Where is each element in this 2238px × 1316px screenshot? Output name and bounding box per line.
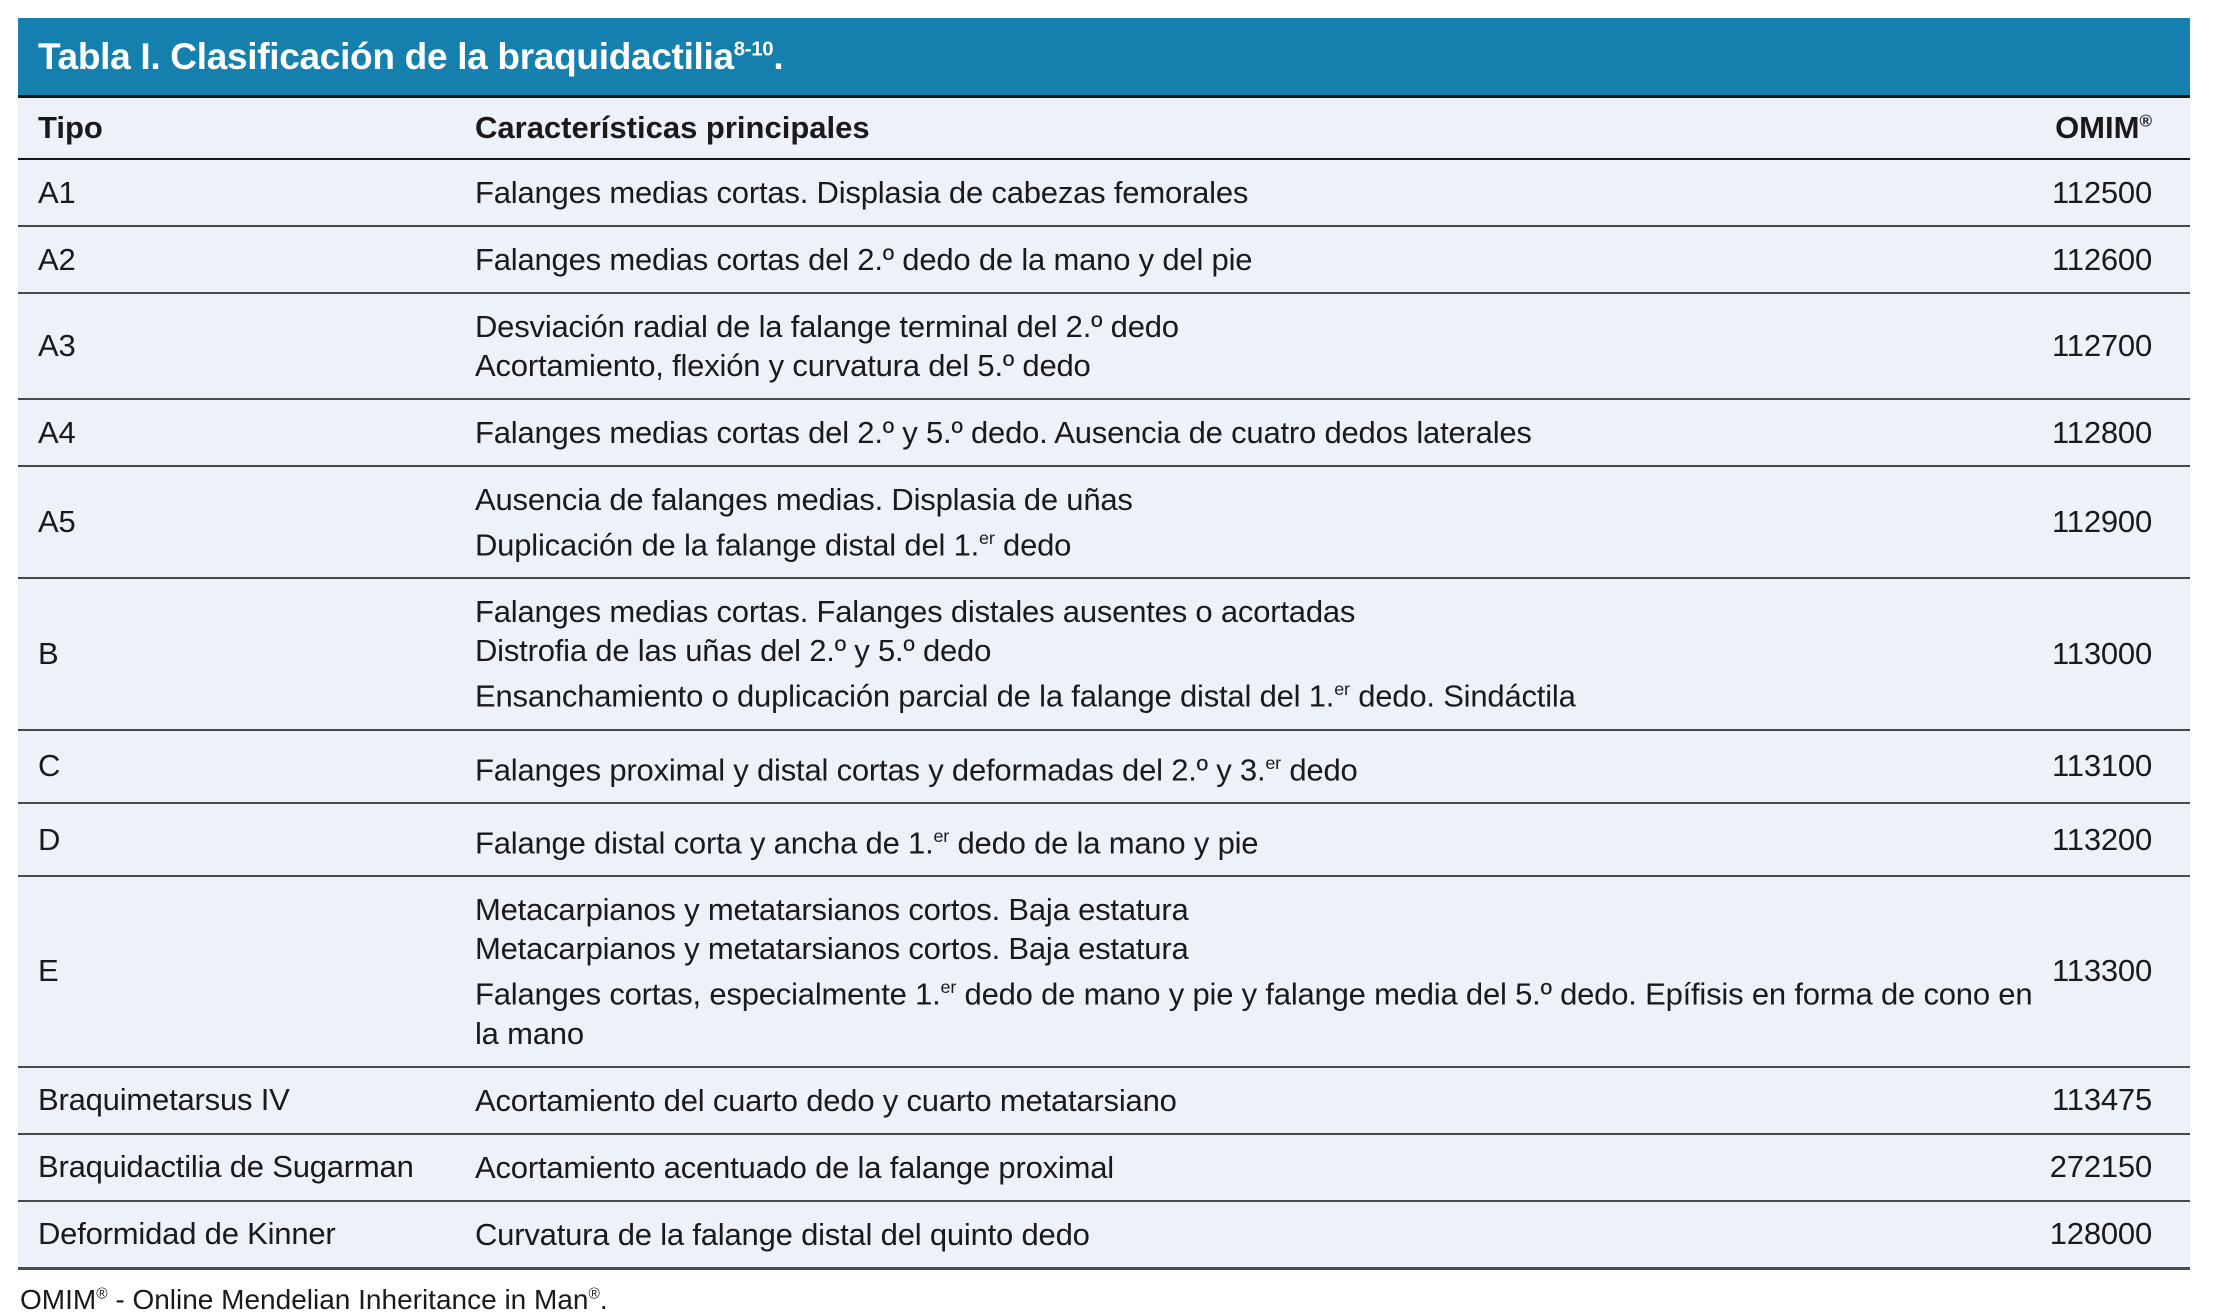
characteristic-line: Distrofia de las uñas del 2.º y 5.º dedo bbox=[475, 633, 992, 669]
table-header-row: Tipo Características principales OMIM® bbox=[18, 98, 2190, 160]
caracteristicas-cell: Falanges medias cortas del 2.º y 5.º ded… bbox=[475, 413, 2040, 452]
tipo-cell: A4 bbox=[38, 414, 76, 450]
characteristic-line: Metacarpianos y metatarsianos cortos. Ba… bbox=[475, 931, 1189, 967]
table-row: Braquidactilia de Sugarman Acortamiento … bbox=[18, 1134, 2190, 1202]
characteristic-line: Acortamiento, flexión y curvatura del 5.… bbox=[475, 348, 1091, 383]
classification-table: Tabla I. Clasificación de la braquidacti… bbox=[18, 18, 2190, 1270]
caracteristicas-cell: Falanges medias cortas. Displasia de cab… bbox=[475, 173, 2040, 212]
caracteristicas-cell: Metacarpianos y metatarsianos cortos. Ba… bbox=[475, 890, 2040, 1052]
tipo-cell: D bbox=[38, 821, 61, 857]
omim-cell: 113000 bbox=[2052, 635, 2152, 671]
characteristic-line: Falanges medias cortas. Falanges distale… bbox=[475, 594, 1356, 630]
table-footnote: OMIM® - Online Mendelian Inheritance in … bbox=[18, 1284, 608, 1316]
column-header-caracteristicas: Características principales bbox=[475, 110, 870, 145]
characteristic-line: Ensanchamiento o duplicación parcial de … bbox=[475, 678, 1576, 714]
caracteristicas-cell: Acortamiento del cuarto dedo y cuarto me… bbox=[475, 1081, 2040, 1120]
characteristic-line: Desviación radial de la falange terminal… bbox=[475, 309, 1179, 344]
characteristic-line: Falange distal corta y ancha de 1.er ded… bbox=[475, 825, 1259, 861]
omim-cell: 113300 bbox=[2052, 953, 2152, 989]
table-body: A1 Falanges medias cortas. Displasia de … bbox=[18, 160, 2190, 1270]
tipo-cell: Braquimetarsus IV bbox=[38, 1082, 290, 1118]
caracteristicas-cell: Ausencia de falanges medias. Displasia d… bbox=[475, 480, 2040, 564]
omim-cell: 112600 bbox=[2052, 241, 2152, 277]
tipo-cell: A5 bbox=[38, 504, 76, 540]
table-row: C Falanges proximal y distal cortas y de… bbox=[18, 730, 2190, 804]
characteristic-line: Falanges medias cortas del 2.º y 5.º ded… bbox=[475, 415, 1532, 450]
tipo-cell: B bbox=[38, 635, 59, 671]
characteristic-line: Acortamiento del cuarto dedo y cuarto me… bbox=[475, 1082, 1177, 1118]
characteristic-line: Ausencia de falanges medias. Displasia d… bbox=[475, 482, 1133, 517]
tipo-cell: A1 bbox=[38, 174, 76, 210]
table-row: D Falange distal corta y ancha de 1.er d… bbox=[18, 803, 2190, 878]
table-row: A5 Ausencia de falanges medias. Displasi… bbox=[18, 467, 2190, 580]
omim-header-text: OMIM bbox=[2055, 110, 2140, 145]
table-title: Tabla I. Clasificación de la braquidacti… bbox=[38, 35, 784, 78]
table-row: Deformidad de Kinner Curvatura de la fal… bbox=[18, 1201, 2190, 1270]
omim-cell: 113100 bbox=[2052, 748, 2152, 784]
tipo-cell: A2 bbox=[38, 241, 76, 277]
column-header-omim: OMIM® bbox=[2055, 110, 2152, 146]
table-row: A3 Desviación radial de la falange termi… bbox=[18, 294, 2190, 400]
footnote-registered-mark-1: ® bbox=[96, 1285, 108, 1303]
footnote-omim: OMIM bbox=[20, 1284, 97, 1315]
caracteristicas-cell: Curvatura de la falange distal del quint… bbox=[475, 1215, 2040, 1254]
tipo-cell: A3 bbox=[38, 328, 76, 363]
omim-cell: 112500 bbox=[2052, 174, 2152, 210]
characteristic-line: Falanges cortas, especialmente 1.er dedo… bbox=[475, 976, 2033, 1051]
table-title-period: . bbox=[773, 35, 784, 77]
table-row: A1 Falanges medias cortas. Displasia de … bbox=[18, 160, 2190, 227]
caracteristicas-cell: Acortamiento acentuado de la falange pro… bbox=[475, 1148, 2040, 1187]
tipo-cell: Braquidactilia de Sugarman bbox=[38, 1149, 414, 1185]
omim-cell: 112800 bbox=[2052, 414, 2152, 450]
characteristic-line: Falanges medias cortas del 2.º dedo de l… bbox=[475, 242, 1253, 277]
footnote-period: . bbox=[599, 1284, 608, 1315]
characteristic-line: Falanges proximal y distal cortas y defo… bbox=[475, 751, 1358, 787]
column-header-tipo: Tipo bbox=[38, 110, 103, 145]
caracteristicas-cell: Desviación radial de la falange terminal… bbox=[475, 307, 2040, 385]
tipo-cell: C bbox=[38, 748, 61, 784]
characteristic-line: Falanges medias cortas. Displasia de cab… bbox=[475, 175, 1249, 210]
omim-cell: 112700 bbox=[2052, 328, 2152, 363]
omim-cell: 112900 bbox=[2052, 504, 2152, 540]
tipo-cell: E bbox=[38, 953, 59, 989]
omim-cell: 113475 bbox=[2052, 1082, 2152, 1118]
characteristic-line: Curvatura de la falange distal del quint… bbox=[475, 1216, 1090, 1252]
table-title-citation-superscript: 8-10 bbox=[733, 38, 774, 61]
tipo-cell: Deformidad de Kinner bbox=[38, 1216, 336, 1252]
caracteristicas-cell: Falange distal corta y ancha de 1.er ded… bbox=[475, 817, 2040, 862]
table-row: A2 Falanges medias cortas del 2.º dedo d… bbox=[18, 227, 2190, 294]
omim-cell: 128000 bbox=[2049, 1216, 2152, 1252]
caracteristicas-cell: Falanges medias cortas. Falanges distale… bbox=[475, 592, 2040, 715]
table-row: B Falanges medias cortas. Falanges dista… bbox=[18, 579, 2190, 731]
caracteristicas-cell: Falanges medias cortas del 2.º dedo de l… bbox=[475, 240, 2040, 279]
characteristic-line: Duplicación de la falange distal del 1.e… bbox=[475, 527, 1072, 563]
omim-cell: 113200 bbox=[2052, 821, 2152, 857]
table-row: A4 Falanges medias cortas del 2.º y 5.º … bbox=[18, 400, 2190, 467]
omim-cell: 272150 bbox=[2049, 1149, 2152, 1185]
omim-registered-mark: ® bbox=[2139, 111, 2152, 131]
table-row: E Metacarpianos y metatarsianos cortos. … bbox=[18, 877, 2190, 1068]
footnote-registered-mark-2: ® bbox=[588, 1285, 600, 1303]
characteristic-line: Acortamiento acentuado de la falange pro… bbox=[475, 1149, 1114, 1185]
caracteristicas-cell: Falanges proximal y distal cortas y defo… bbox=[475, 744, 2040, 789]
table-title-bar: Tabla I. Clasificación de la braquidacti… bbox=[18, 18, 2190, 98]
table-row: Braquimetarsus IV Acortamiento del cuart… bbox=[18, 1067, 2190, 1135]
characteristic-line: Metacarpianos y metatarsianos cortos. Ba… bbox=[475, 892, 1189, 928]
footnote-text: - Online Mendelian Inheritance in Man bbox=[107, 1284, 589, 1315]
table-title-text: Tabla I. Clasificación de la braquidacti… bbox=[38, 35, 734, 77]
